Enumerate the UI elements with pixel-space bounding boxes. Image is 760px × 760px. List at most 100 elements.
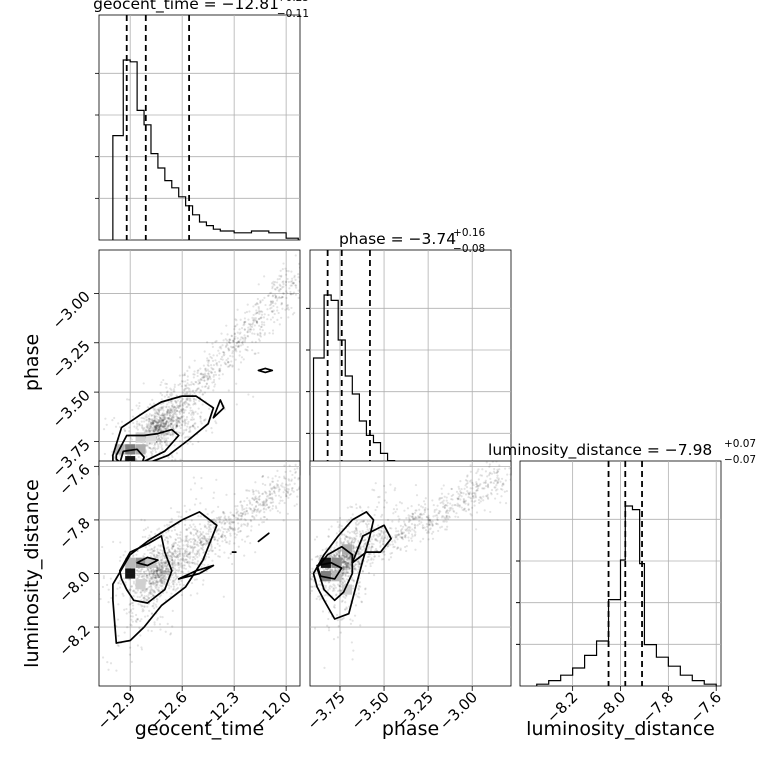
scatter-point (159, 428, 162, 431)
scatter-point (167, 417, 170, 420)
scatter-point (284, 483, 288, 486)
scatter-point (159, 435, 162, 439)
scatter-point (501, 484, 504, 487)
scatter-point (279, 499, 282, 502)
scatter-point (222, 511, 225, 514)
scatter-point (310, 578, 313, 581)
scatter-point (235, 341, 239, 344)
scatter-point (154, 450, 158, 454)
scatter-point (379, 533, 382, 536)
scatter-point (255, 510, 258, 513)
scatter-point (160, 581, 164, 584)
scatter-point (357, 592, 360, 595)
scatter-point (214, 373, 218, 376)
scatter-point (336, 520, 339, 524)
scatter-point (346, 566, 349, 569)
scatter-point (160, 565, 163, 568)
scatter-point (257, 503, 261, 507)
scatter-point (267, 494, 270, 497)
scatter-point (269, 509, 272, 512)
scatter-point (143, 570, 146, 573)
scatter-point (219, 515, 223, 518)
scatter-point (346, 506, 349, 509)
scatter-point (160, 578, 163, 582)
scatter-point (344, 567, 347, 570)
scatter-point (263, 321, 266, 324)
scatter-point (165, 591, 168, 594)
scatter-point (458, 487, 461, 490)
scatter-point (450, 487, 453, 491)
scatter-point (176, 425, 179, 428)
scatter-point (290, 487, 294, 490)
scatter-point (493, 467, 496, 471)
scatter-point (152, 567, 155, 571)
scatter-point (183, 372, 186, 375)
scatter-point (165, 419, 168, 422)
scatter-point (199, 420, 202, 423)
scatter-point (207, 385, 210, 388)
scatter-point (159, 576, 162, 579)
scatter-point (156, 412, 159, 416)
scatter-point (157, 421, 160, 425)
scatter-point (188, 557, 192, 560)
scatter-point (175, 420, 178, 424)
scatter-point (246, 345, 249, 349)
scatter-point (201, 544, 204, 547)
scatter-point (382, 539, 385, 542)
scatter-point (114, 425, 118, 428)
scatter-point (166, 537, 169, 540)
scatter-point (209, 524, 213, 527)
scatter-point (274, 280, 277, 284)
scatter-point (234, 349, 237, 352)
scatter-point (382, 537, 386, 540)
scatter-point (353, 614, 357, 617)
scatter-point (165, 420, 168, 423)
scatter-point (151, 418, 154, 421)
scatter-point (264, 491, 267, 494)
scatter-point (286, 304, 289, 307)
scatter-point (239, 318, 242, 321)
scatter-point (184, 558, 187, 561)
scatter-point (204, 508, 207, 511)
scatter-point (361, 520, 365, 523)
scatter-point (148, 544, 151, 547)
scatter-point (143, 573, 146, 576)
scatter-point (221, 533, 224, 537)
scatter-point (157, 425, 160, 429)
scatter-point (445, 528, 448, 531)
scatter-point (156, 574, 159, 577)
scatter-point (195, 552, 199, 556)
scatter-point (137, 574, 140, 577)
scatter-point (397, 520, 400, 523)
scatter-point (414, 531, 417, 534)
scatter-point (162, 576, 165, 580)
scatter-point (171, 545, 174, 548)
scatter-point (367, 571, 371, 575)
scatter-point (338, 554, 341, 558)
scatter-point (328, 587, 331, 590)
scatter-point (345, 535, 348, 538)
scatter-point (170, 551, 173, 554)
scatter-point (158, 424, 161, 427)
scatter-point (393, 545, 396, 548)
scatter-point (191, 382, 195, 386)
scatter-point (170, 554, 173, 557)
scatter-point (168, 395, 171, 399)
scatter-point (344, 575, 347, 578)
scatter-point (420, 513, 424, 516)
scatter-point (150, 414, 154, 417)
scatter-point (212, 496, 215, 500)
scatter-point (152, 589, 155, 592)
scatter-point (185, 553, 189, 556)
scatter-point (338, 554, 341, 558)
scatter-point (230, 334, 233, 337)
scatter-point (294, 471, 297, 474)
scatter-point (467, 503, 470, 507)
scatter-point (178, 563, 181, 567)
scatter-point (189, 546, 192, 549)
scatter-point (232, 346, 235, 349)
scatter-point (166, 570, 169, 573)
scatter-point (177, 405, 180, 408)
scatter-point (174, 423, 177, 426)
scatter-point (151, 576, 154, 579)
